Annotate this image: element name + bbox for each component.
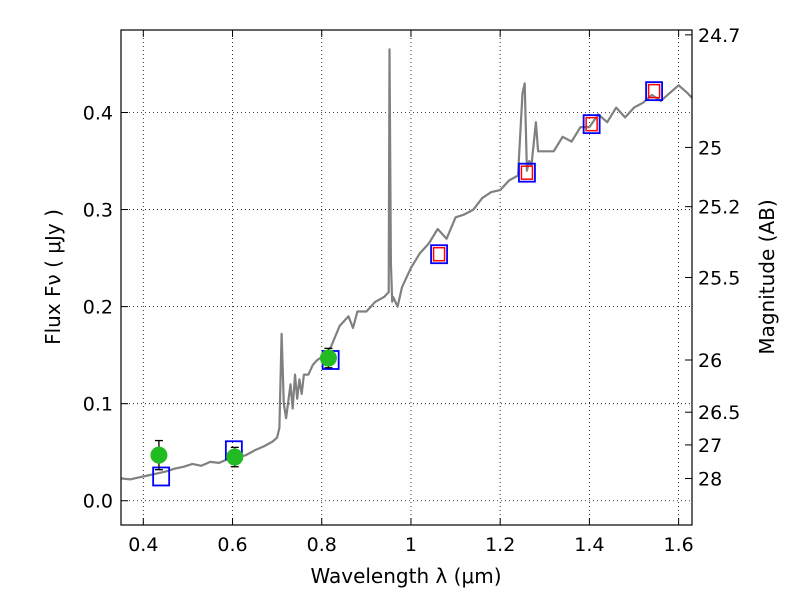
- x-tick-label: 1.4: [574, 534, 604, 556]
- x-tick-label: 1: [405, 534, 417, 556]
- x-tick-label: 1.2: [485, 534, 515, 556]
- mag-tick-label: 24.7: [698, 25, 740, 47]
- model-square-marker: [645, 81, 663, 102]
- observed-circle-marker: [150, 446, 168, 464]
- marker-layer: [150, 81, 663, 487]
- model-square-marker: [582, 114, 601, 135]
- y-tick-label: 0.4: [83, 103, 113, 125]
- x-tick-label: 0.4: [128, 534, 158, 556]
- y-tick-label: 0.2: [83, 297, 113, 319]
- model-square-marker: [152, 466, 171, 487]
- mag-tick-label: 27: [698, 435, 722, 457]
- y-tick-label: 0.0: [83, 491, 113, 513]
- mag-tick-label: 25.2: [698, 197, 740, 219]
- grid-lines: [121, 30, 692, 525]
- observed-square-marker: [432, 246, 446, 262]
- spectrum-line: [120, 48, 693, 481]
- spectrum-layer: [120, 48, 693, 481]
- y-axis-right-label: Magnitude (AB): [755, 199, 779, 354]
- observed-circle-marker: [226, 448, 244, 466]
- observed-square-marker: [647, 83, 661, 99]
- ticks-layer: 0.4 0.6 0.8 1 1.2 1.4 1.6 0.0 0.1 0.2 0.3 0.4 24.7 25…: [83, 25, 741, 556]
- y-tick-label: 0.1: [83, 394, 113, 416]
- x-tick-label: 0.6: [217, 534, 247, 556]
- mag-tick-label: 26: [698, 350, 722, 372]
- mag-tick-label: 25.5: [698, 268, 740, 290]
- mag-tick-label: 26.5: [698, 402, 740, 424]
- observed-square-marker: [585, 116, 598, 132]
- x-tick-label: 0.8: [307, 534, 337, 556]
- observed-circle-marker: [319, 349, 337, 367]
- model-square-marker: [518, 162, 536, 183]
- x-tick-label: 1.6: [664, 534, 694, 556]
- model-square-marker: [430, 244, 448, 265]
- y-tick-label: 0.3: [83, 200, 113, 222]
- y-axis-label: Flux Fν ( μJy ): [41, 209, 65, 345]
- mag-tick-label: 28: [698, 469, 722, 491]
- observed-square-marker: [520, 165, 534, 180]
- mag-tick-label: 25: [698, 137, 722, 159]
- x-axis-label: Wavelength λ (μm): [310, 564, 501, 588]
